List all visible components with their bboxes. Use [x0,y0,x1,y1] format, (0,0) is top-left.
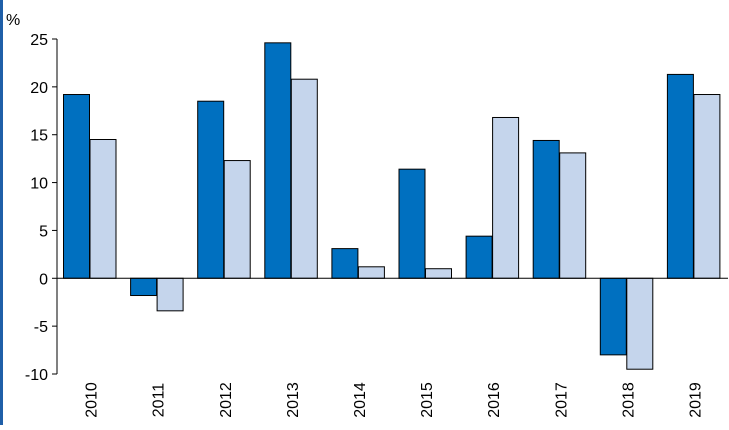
x-category-label: 2012 [218,382,235,418]
x-category-label: 2010 [84,382,101,418]
bar-series-1-2013 [264,42,292,279]
bar-series-1-2010 [63,94,90,279]
bar-series-1-2014 [331,248,359,279]
y-tick-label: 10 [30,176,48,193]
bar-series-1-2012 [197,100,225,279]
bar-series-1-2016 [465,235,493,279]
y-axis-unit-label: % [6,12,20,29]
bar-series-2-2010 [89,139,117,279]
bar-series-1-2019 [666,73,694,279]
bars-group [63,42,721,370]
x-axis: 2010 2011 2012 2013 2014 2015 2016 2017 2018 2019 [57,277,728,418]
bar-series-2-2011 [156,277,184,312]
bar-series-2-2014 [357,266,385,279]
bar-series-2-2019 [693,94,721,279]
y-tick-label: 5 [39,223,48,240]
y-axis: -10 -5 0 5 10 15 20 25 [25,32,58,384]
bar-series-1-2017 [532,139,560,279]
y-tick-label: -5 [34,319,48,336]
bar-series-2-2017 [559,152,587,279]
y-tick-label: 0 [39,271,48,288]
y-tick-label: -10 [25,367,48,384]
bar-series-1-2018 [599,277,627,356]
x-category-label: 2018 [620,382,637,418]
x-category-label: 2015 [419,382,436,418]
bar-series-2-2015 [425,268,452,279]
bar-series-2-2012 [223,160,251,279]
x-category-label: 2019 [687,382,704,418]
bar-series-2-2013 [290,78,318,279]
x-category-label: 2017 [553,382,570,418]
bar-series-1-2011 [130,277,158,297]
x-category-label: 2011 [151,383,168,418]
x-category-label: 2013 [285,382,302,418]
y-tick-label: 15 [30,128,48,145]
x-category-label: 2016 [486,382,503,418]
left-border-rule [0,0,3,425]
x-category-label: 2014 [352,382,369,418]
bar-series-2-2018 [626,277,654,370]
bar-series-2-2016 [492,116,520,279]
bar-series-1-2015 [398,168,426,279]
y-tick-label: 20 [30,80,48,97]
y-tick-label: 25 [30,32,48,49]
